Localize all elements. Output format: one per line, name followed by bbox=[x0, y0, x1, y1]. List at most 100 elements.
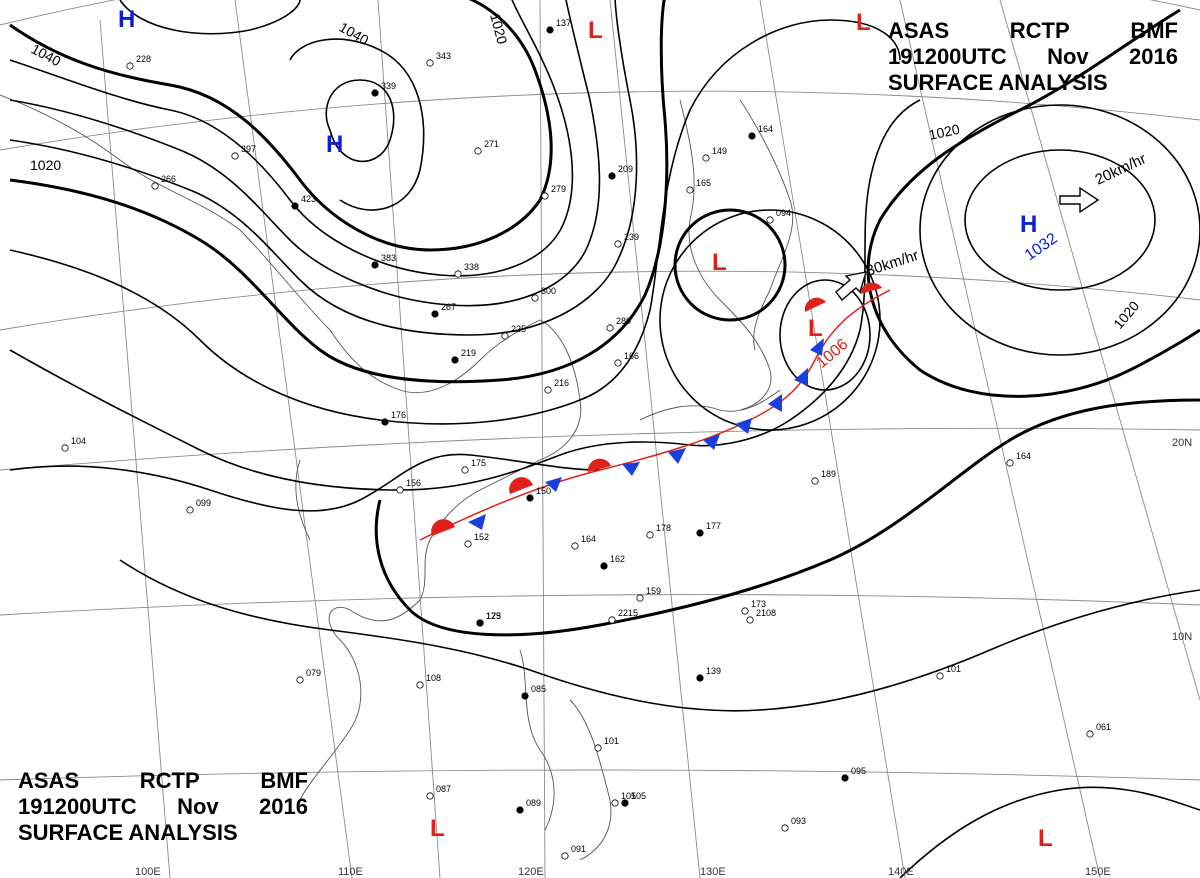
station-pressure-label: 149 bbox=[712, 146, 727, 156]
station-pressure-label: 338 bbox=[464, 262, 479, 272]
station-pressure-label: 061 bbox=[1096, 722, 1111, 732]
station-pressure-label: 228 bbox=[136, 54, 151, 64]
station-pressure-label: 239 bbox=[624, 232, 639, 242]
low-center-symbol: L bbox=[1038, 825, 1053, 852]
station-symbol bbox=[608, 616, 616, 624]
station-pressure-label: 156 bbox=[406, 478, 421, 488]
station-pressure-label: 164 bbox=[758, 124, 773, 134]
isobar-label: 1020 bbox=[927, 121, 961, 143]
cold-front-symbol bbox=[768, 394, 782, 412]
high-center-symbol: H bbox=[326, 131, 343, 158]
station-pressure-label: 175 bbox=[471, 458, 486, 468]
station-symbol bbox=[702, 154, 710, 162]
front-stationary bbox=[419, 282, 891, 541]
low-center-symbol: L bbox=[856, 9, 871, 36]
station-pressure-label: 178 bbox=[656, 523, 671, 533]
station-symbol bbox=[608, 172, 616, 180]
warm-front-symbol bbox=[860, 282, 882, 294]
station-symbol bbox=[231, 152, 239, 160]
station-pressure-label: 093 bbox=[791, 816, 806, 826]
station-symbol bbox=[61, 444, 69, 452]
motion-arrows bbox=[835, 186, 1100, 302]
station-symbol bbox=[501, 332, 509, 340]
station-pressure-label: 397 bbox=[241, 144, 256, 154]
station-pressure-label: 343 bbox=[436, 51, 451, 61]
station-pressure-label: 091 bbox=[571, 844, 586, 854]
station-symbol bbox=[544, 386, 552, 394]
station-symbol bbox=[426, 59, 434, 67]
station-plots: 137 228 343 339 397 266 423 271 279 209 165 149 164 0… bbox=[61, 18, 1111, 860]
station-pressure-label: 173 bbox=[751, 599, 766, 609]
station-symbol bbox=[454, 270, 462, 278]
station-pressure-label: 216 bbox=[554, 378, 569, 388]
station-pressure-label: 166 bbox=[624, 351, 639, 361]
high-center-symbol: H bbox=[118, 6, 135, 33]
station-symbol bbox=[451, 356, 459, 364]
station-symbol bbox=[516, 806, 524, 814]
station-pressure-label: 094 bbox=[776, 208, 791, 218]
station-pressure-label: 339 bbox=[381, 81, 396, 91]
cold-front-symbol bbox=[735, 418, 752, 434]
cold-front-symbol bbox=[703, 434, 720, 450]
station-symbol bbox=[696, 674, 704, 682]
station-pressure-label: 177 bbox=[706, 521, 721, 531]
station-symbol bbox=[594, 744, 602, 752]
station-symbol bbox=[461, 466, 469, 474]
header-title: SURFACE ANALYSIS bbox=[888, 70, 1108, 95]
isobar-label: 1020 bbox=[487, 12, 511, 46]
station-pressure-label: 085 bbox=[531, 684, 546, 694]
header-time: 191200UTC bbox=[888, 44, 1007, 69]
station-pressure-label: 105 bbox=[621, 791, 636, 801]
header-agency: ASAS bbox=[18, 768, 80, 793]
station-symbol bbox=[571, 542, 579, 550]
station-symbol bbox=[748, 132, 756, 140]
lon-label: 120E bbox=[518, 866, 544, 878]
station-symbol bbox=[371, 89, 379, 97]
header-station: RCTP bbox=[1009, 18, 1070, 43]
station-pressure-label: 137 bbox=[556, 18, 571, 28]
station-symbol bbox=[621, 799, 629, 807]
station-pressure-label: 300 bbox=[541, 286, 556, 296]
station-pressure-label: 095 bbox=[851, 766, 866, 776]
station-symbol bbox=[381, 418, 389, 426]
station-symbol bbox=[611, 799, 619, 807]
station-pressure-label: 139 bbox=[706, 666, 721, 676]
station-pressure-label: 079 bbox=[306, 668, 321, 678]
station-symbol bbox=[746, 616, 754, 624]
station-symbol bbox=[600, 562, 608, 570]
station-pressure-label: 219 bbox=[461, 348, 476, 358]
header-year: 2016 bbox=[1129, 44, 1178, 69]
header-code: BMF bbox=[1130, 18, 1178, 43]
station-symbol bbox=[541, 192, 549, 200]
station-symbol bbox=[546, 26, 554, 34]
station-pressure-label: 271 bbox=[484, 139, 499, 149]
station-symbol bbox=[526, 494, 534, 502]
station-symbol bbox=[431, 310, 439, 318]
isobars bbox=[9, 0, 1200, 878]
cold-front-symbol bbox=[545, 477, 562, 492]
station-symbol bbox=[614, 359, 622, 367]
high-center-symbol: H bbox=[1020, 211, 1037, 238]
station-symbol bbox=[766, 216, 774, 224]
station-pressure-label: 099 bbox=[196, 498, 211, 508]
header-agency: ASAS bbox=[888, 18, 950, 43]
station-symbol bbox=[464, 540, 472, 548]
station-symbol bbox=[426, 792, 434, 800]
station-symbol bbox=[291, 202, 299, 210]
header-month: Nov bbox=[177, 794, 219, 819]
header-month: Nov bbox=[1047, 44, 1089, 69]
lon-label: 100E bbox=[135, 866, 161, 878]
cold-front-symbol bbox=[810, 338, 824, 356]
cold-front-symbol bbox=[668, 448, 686, 464]
header-station: RCTP bbox=[139, 768, 200, 793]
station-pressure-label: 209 bbox=[618, 164, 633, 174]
cold-front-symbol bbox=[468, 514, 486, 530]
station-pressure-label: 123 bbox=[486, 611, 501, 621]
station-symbol bbox=[521, 692, 529, 700]
station-symbol bbox=[741, 607, 749, 615]
station-pressure-label: 176 bbox=[391, 410, 406, 420]
station-pressure-label: 159 bbox=[646, 586, 661, 596]
station-pressure-label: 423 bbox=[301, 194, 316, 204]
header-year: 2016 bbox=[259, 794, 308, 819]
